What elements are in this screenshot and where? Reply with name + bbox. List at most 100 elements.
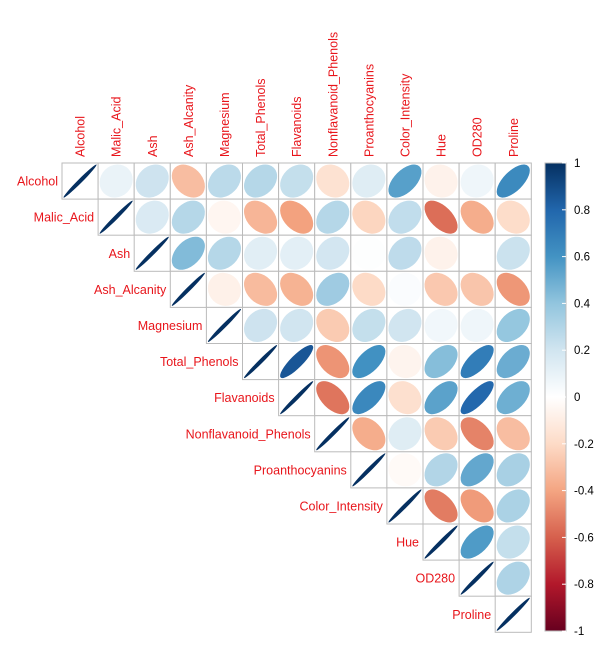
correlation-ellipse (316, 200, 350, 234)
row-labels: Alcohol Malic_Acid Ash Ash_Alcanity Magnesiu… (17, 175, 491, 622)
row-label: Flavanoids (214, 391, 274, 405)
row-label: Total_Phenols (160, 355, 239, 369)
colorbar-tick-label: 0 (574, 392, 580, 404)
correlation-ellipse (460, 200, 494, 234)
correlation-ellipse (388, 200, 422, 234)
row-label: Hue (396, 536, 419, 550)
correlation-ellipse (352, 417, 386, 451)
correlation-ellipse (207, 236, 241, 270)
row-label: Color_Intensity (300, 499, 384, 513)
colorbar-ticks: -1 -0.8 -0.6 -0.4 -0.2 0 0.2 0.4 0.6 0.8 1 (562, 158, 594, 638)
correlation-ellipse (135, 164, 169, 198)
correlation-ellipse (280, 344, 314, 379)
correlation-ellipse (280, 272, 314, 306)
correlation-ellipse (424, 200, 458, 234)
correlation-ellipse (496, 489, 530, 523)
correlation-ellipse (424, 308, 458, 343)
correlation-ellipse (352, 344, 386, 379)
correlation-ellipse (280, 236, 314, 270)
colorbar-tick-label: 0.8 (574, 205, 590, 217)
correlation-ellipse (280, 381, 314, 415)
correlation-ellipse (496, 308, 530, 343)
column-label: Flavanoids (290, 97, 304, 157)
colorbar-tick-label: 0.2 (574, 345, 590, 357)
correlation-ellipse (280, 200, 314, 234)
row-label: Proanthocyanins (254, 463, 347, 477)
correlation-ellipse (171, 200, 205, 234)
colorbar-tick-label: -0.4 (574, 486, 594, 498)
column-label: Color_Intensity (398, 73, 412, 157)
correlation-ellipse (460, 453, 494, 487)
row-label: Ash_Alcanity (94, 283, 167, 297)
row-label: Magnesium (138, 319, 203, 333)
correlation-ellipse (496, 236, 530, 270)
correlation-ellipse (388, 344, 422, 379)
column-label: Proline (507, 118, 521, 157)
column-label: Nonflavanoid_Phenols (326, 32, 340, 157)
correlation-ellipse (424, 272, 458, 306)
correlation-ellipse (352, 200, 386, 234)
correlation-ellipse (460, 525, 494, 559)
correlation-ellipse (388, 272, 422, 306)
correlation-ellipse (316, 381, 350, 415)
correlation-ellipse (388, 236, 422, 270)
correlation-ellipse (496, 272, 530, 306)
correlation-ellipse (460, 272, 494, 306)
correlation-ellipse (207, 164, 242, 198)
correlation-ellipse (460, 236, 494, 270)
correlation-ellipse (316, 272, 350, 306)
column-label: Alcohol (74, 116, 88, 157)
correlation-ellipse (352, 453, 386, 487)
correlation-ellipse (352, 308, 386, 343)
correlation-ellipse (316, 164, 350, 198)
correlation-ellipse (388, 164, 422, 198)
row-label: Alcohol (17, 175, 58, 189)
correlation-ellipse (424, 236, 458, 270)
correlation-ellipse (496, 417, 530, 451)
column-labels: Alcohol Malic_Acid Ash Ash_Alcanity Magnesiu… (74, 32, 521, 157)
correlation-ellipse (388, 489, 422, 523)
correlation-ellipse (388, 308, 422, 343)
correlation-ellipse (496, 344, 530, 379)
correlation-ellipse (496, 561, 530, 595)
colorbar-tick-label: -0.6 (574, 532, 594, 544)
colorbar-tick-label: 0.6 (574, 252, 590, 264)
correlation-ellipse (207, 200, 241, 234)
correlation-ellipse (424, 525, 458, 559)
correlation-ellipse (243, 164, 278, 198)
colorbar: -1 -0.8 -0.6 -0.4 -0.2 0 0.2 0.4 0.6 0.8 1 (544, 158, 594, 638)
column-label: Magnesium (218, 92, 232, 157)
correlation-ellipse (316, 236, 350, 270)
correlation-ellipse (460, 308, 494, 343)
correlation-ellipse (496, 164, 530, 198)
column-label: Total_Phenols (254, 78, 268, 157)
correlation-ellipse (388, 453, 422, 487)
row-label: OD280 (415, 572, 455, 586)
correlation-ellipse (99, 164, 133, 198)
correlation-ellipse (316, 308, 350, 343)
correlation-ellipse (460, 561, 494, 595)
correlation-ellipse (424, 344, 458, 379)
column-label: Malic_Acid (110, 97, 124, 157)
colorbar-tick-label: -0.2 (574, 439, 594, 451)
correlation-ellipse (280, 164, 314, 198)
correlation-ellipse (171, 236, 205, 270)
correlation-ellipse (316, 344, 350, 379)
correlation-ellipse (135, 236, 169, 270)
correlation-ellipse (243, 344, 278, 379)
row-label: Malic_Acid (34, 211, 94, 225)
correlation-ellipse (63, 164, 97, 198)
row-label: Proline (452, 608, 491, 622)
correlation-ellipse (424, 417, 458, 451)
correlation-ellipse (496, 200, 530, 234)
correlation-ellipse (388, 381, 422, 415)
correlation-ellipse (243, 308, 278, 343)
correlation-ellipse (352, 164, 386, 198)
colorbar-tick-label: 0.4 (574, 298, 591, 310)
correlation-ellipse (424, 453, 458, 487)
column-label: OD280 (471, 117, 485, 157)
column-label: Hue (435, 134, 449, 157)
correlation-ellipse (460, 164, 494, 198)
correlation-ellipse (352, 381, 386, 415)
correlation-ellipse (424, 164, 458, 198)
